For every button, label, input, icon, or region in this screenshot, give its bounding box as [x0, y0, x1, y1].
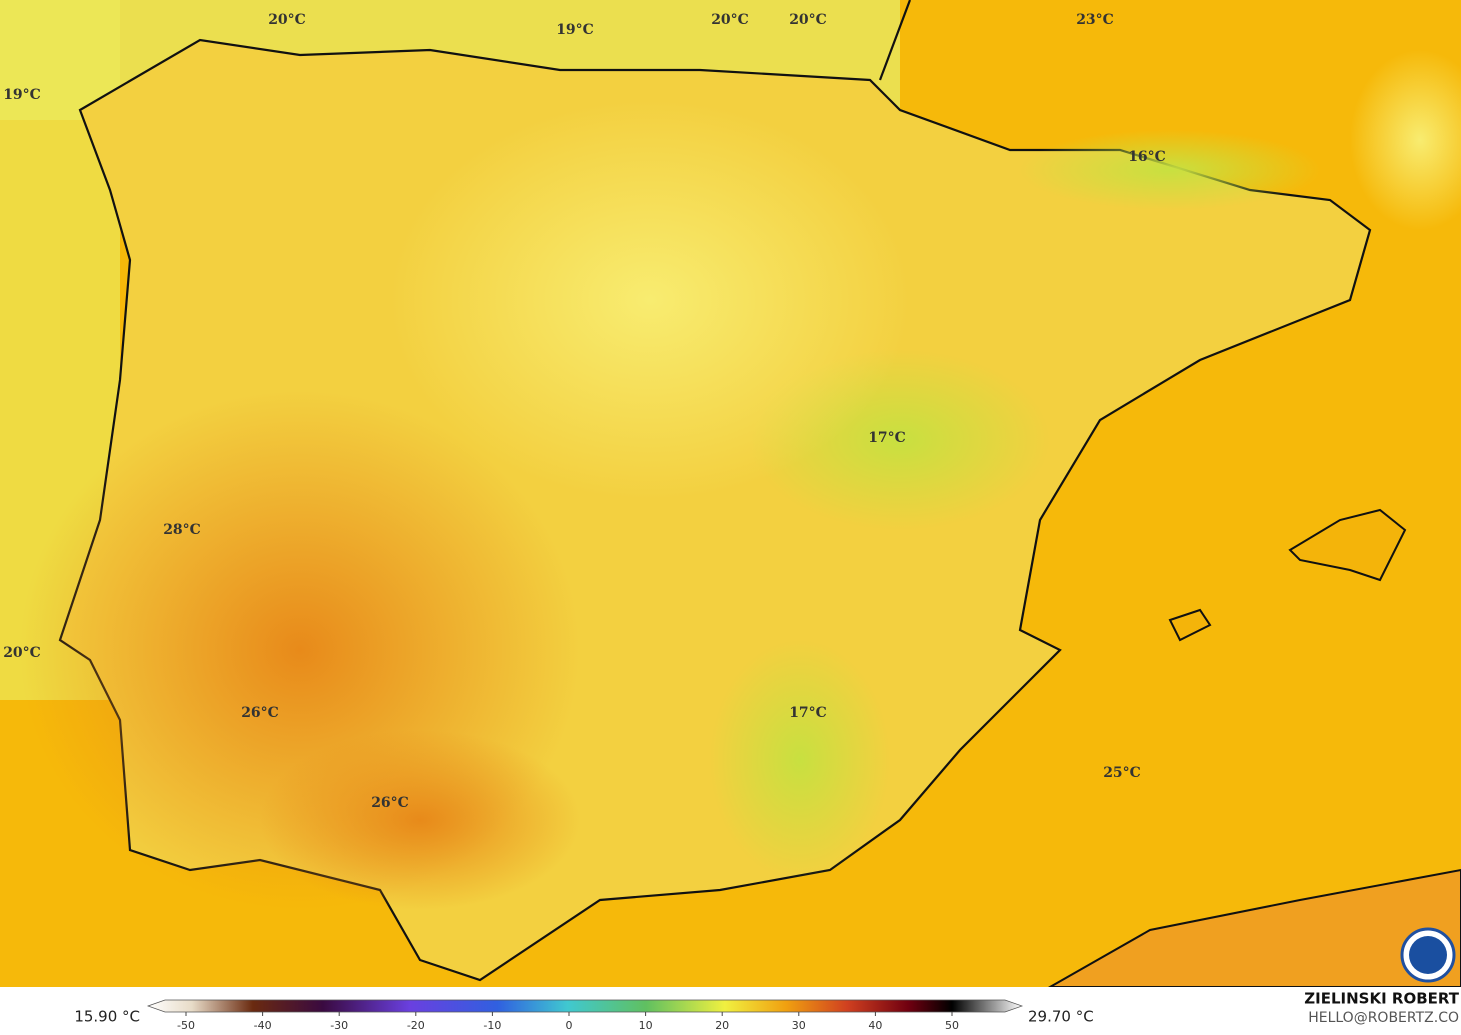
ibiza: [1168, 608, 1212, 642]
temp-label: 20°C: [789, 12, 827, 28]
temp-label: 20°C: [3, 645, 41, 661]
max-label: 29.70 °C: [1028, 1008, 1094, 1026]
temp-label: 19°C: [556, 22, 594, 38]
colorbar-tick-label: 50: [945, 1019, 959, 1032]
colorbar: [146, 999, 1024, 1013]
temp-label: 23°C: [1076, 12, 1114, 28]
map: [0, 0, 1461, 988]
min-label: 15.90 °C: [74, 1008, 140, 1026]
pale-area: [1350, 50, 1461, 230]
noaa-logo-inner: [1409, 936, 1447, 974]
temp-label: 20°C: [711, 12, 749, 28]
hot-area: [260, 730, 580, 910]
temp-label: 17°C: [789, 705, 827, 721]
cool-area: [1020, 130, 1320, 210]
colorbar-tick-label: 0: [566, 1019, 573, 1032]
colorbar-tick-label: 40: [868, 1019, 882, 1032]
temp-label: 28°C: [163, 522, 201, 538]
email: HELLO@ROBERTZ.CO: [1308, 1010, 1459, 1026]
pale-area: [390, 100, 910, 500]
colorbar-tick-label: -10: [483, 1019, 501, 1032]
colorbar-tick-label: -40: [254, 1019, 272, 1032]
temp-label: 17°C: [868, 430, 906, 446]
colorbar-tick-label: -30: [330, 1019, 348, 1032]
temp-label: 16°C: [1128, 149, 1166, 165]
colorbar-area: 15.90 °C 29.70 °C ZIELINSKI ROBERT HELLO…: [0, 987, 1461, 1035]
colorbar-tick-label: -20: [407, 1019, 425, 1032]
temp-label: 19°C: [3, 87, 41, 103]
colorbar-tick-label: -50: [177, 1019, 195, 1032]
colorbar-tick-label: 30: [792, 1019, 806, 1032]
map-labels: 20°C 19°C 20°C 20°C 23°C 19°C 16°C 17°C …: [3, 12, 1166, 811]
mallorca: [1288, 508, 1407, 582]
colorbar-tick-label: 20: [715, 1019, 729, 1032]
colorbar-tick-label: 10: [639, 1019, 653, 1032]
author: ZIELINSKI ROBERT: [1304, 990, 1459, 1008]
temp-label: 26°C: [241, 705, 279, 721]
temp-label: 26°C: [371, 795, 409, 811]
temp-label: 25°C: [1103, 765, 1141, 781]
cool-area: [710, 640, 890, 880]
temp-label: 20°C: [268, 12, 306, 28]
france-coast: [878, 0, 912, 81]
